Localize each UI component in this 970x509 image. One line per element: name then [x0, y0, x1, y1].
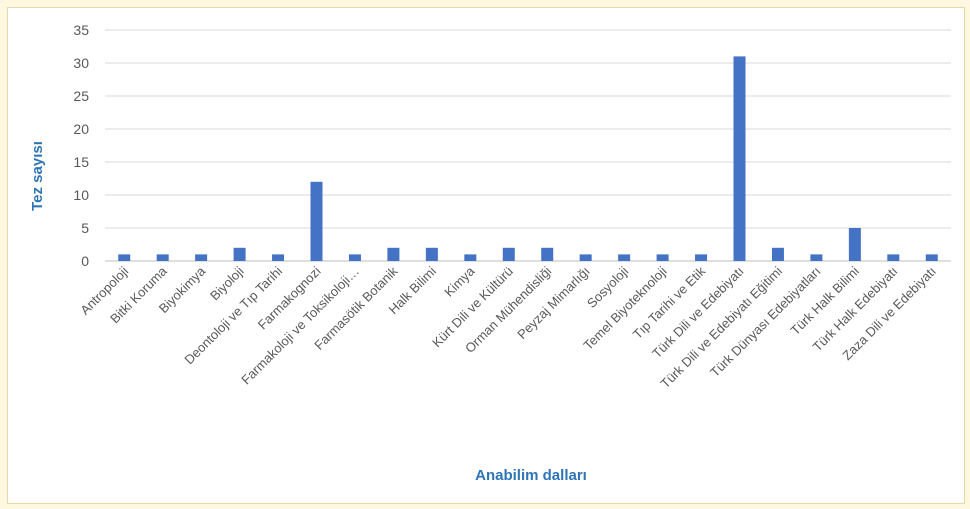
bar	[425, 247, 438, 261]
y-tick-label: 30	[73, 55, 89, 71]
bar	[656, 254, 669, 261]
bar	[848, 228, 861, 261]
bar	[156, 254, 169, 261]
bar	[233, 247, 246, 261]
y-tick-label: 25	[73, 88, 89, 104]
y-axis-title: Tez sayısı	[29, 141, 46, 211]
bar	[195, 254, 208, 261]
x-tick-label: Kimya	[441, 263, 478, 300]
bar	[771, 247, 784, 261]
bar	[733, 56, 746, 262]
bar	[272, 254, 285, 261]
gridlines	[105, 29, 951, 262]
y-tick-label: 20	[73, 121, 89, 137]
bar	[925, 254, 938, 261]
bar	[464, 254, 477, 261]
y-tick-label: 15	[73, 154, 89, 170]
x-axis-title: Anabilim dalları	[475, 467, 587, 484]
bar	[502, 247, 515, 261]
y-tick-label: 0	[81, 253, 89, 269]
bar	[695, 254, 708, 261]
bar	[618, 254, 631, 261]
y-tick-label: 5	[81, 220, 89, 236]
bar	[118, 254, 131, 261]
bar	[810, 254, 823, 261]
bar	[887, 254, 900, 261]
y-tick-labels: 0 5 10 15 20 25 30 35	[73, 22, 89, 269]
x-tick-label: Türk Halk Bilimi	[788, 263, 863, 338]
chart-frame: 0 5 10 15 20 25 30 35 Antropoloji Bitki Koruma Bi…	[7, 7, 965, 504]
x-tick-label: Peyzaj Mimarlığı	[514, 264, 593, 343]
bars	[118, 56, 938, 262]
bar	[310, 181, 323, 261]
bar	[387, 247, 400, 261]
bar	[579, 254, 592, 261]
bar	[348, 254, 361, 261]
y-tick-label: 35	[73, 22, 89, 38]
bar	[541, 247, 554, 261]
y-tick-label: 10	[73, 187, 89, 203]
